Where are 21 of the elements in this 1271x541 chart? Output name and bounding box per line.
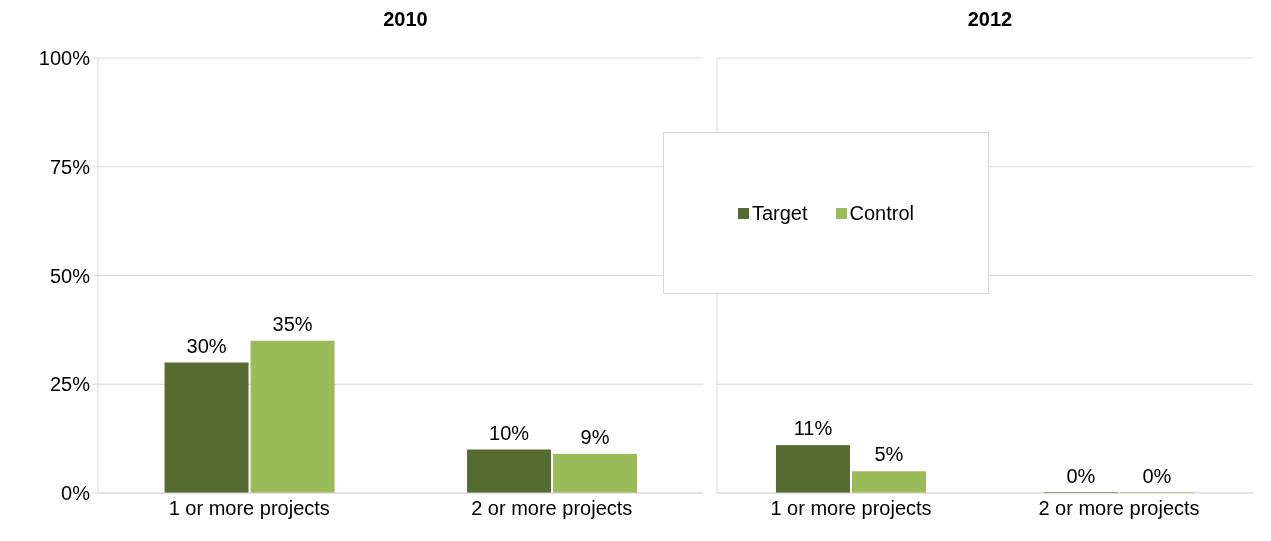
legend-label: Target [751,201,808,225]
data-label: 0% [1066,465,1096,487]
y-tick-label: 75% [49,155,91,178]
data-label: 10% [489,421,530,444]
y-tick-label: 0% [61,482,91,505]
y-tick-label: 50% [49,264,91,287]
x-tick-label: 2 or more projects [471,497,633,520]
x-tick-label: 1 or more projects [770,497,932,520]
data-label: 0% [1142,465,1172,487]
x-tick-label: 1 or more projects [168,497,330,520]
y-tick-label: 25% [49,373,91,396]
data-label: 35% [272,312,313,335]
data-label: 9% [580,425,610,448]
data-label: 30% [186,334,227,357]
x-tick-label: 2 or more projects [1038,497,1200,520]
y-tick-label: 100% [38,47,91,70]
data-label: 5% [874,443,904,466]
chart-title: 2012 [966,8,1014,32]
legend-label: Control [849,201,915,225]
chart-title: 2010 [382,8,429,32]
data-label: 11% [793,417,833,440]
